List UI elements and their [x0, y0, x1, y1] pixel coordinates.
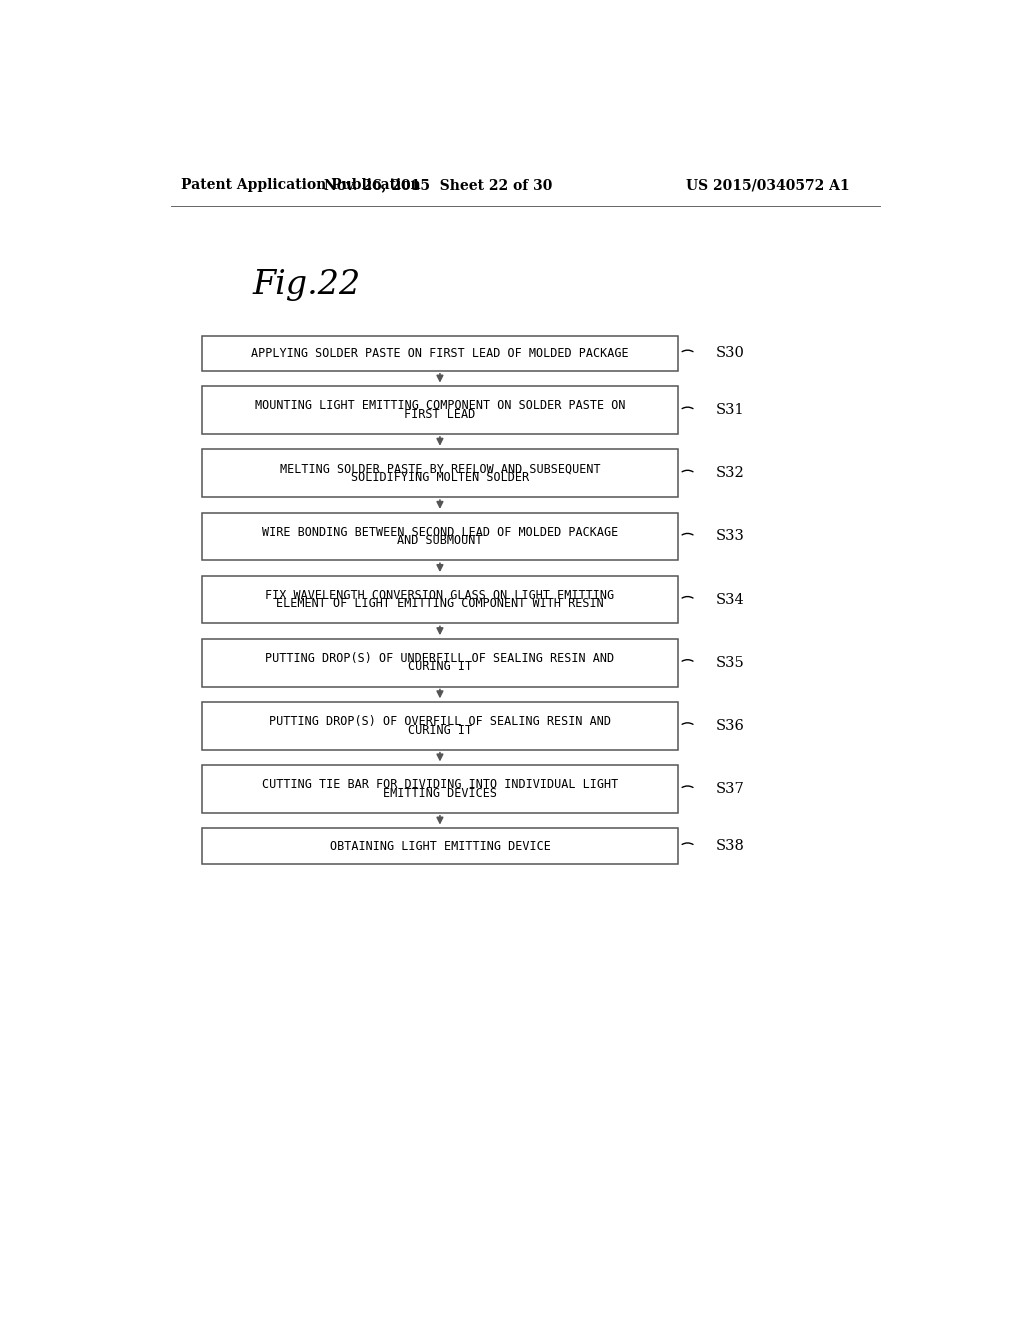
Text: MELTING SOLDER PASTE BY REFLOW AND SUBSEQUENT: MELTING SOLDER PASTE BY REFLOW AND SUBSE… — [280, 462, 600, 475]
Text: S38: S38 — [716, 840, 744, 853]
Bar — [202, 639, 678, 686]
Text: EMITTING DEVICES: EMITTING DEVICES — [383, 787, 497, 800]
Text: Fig.22: Fig.22 — [252, 269, 360, 301]
Bar — [202, 576, 678, 623]
Text: S31: S31 — [716, 403, 744, 417]
Text: PUTTING DROP(S) OF OVERFILL OF SEALING RESIN AND: PUTTING DROP(S) OF OVERFILL OF SEALING R… — [269, 715, 611, 729]
Text: FIRST LEAD: FIRST LEAD — [404, 408, 475, 421]
Text: PUTTING DROP(S) OF UNDERFILL OF SEALING RESIN AND: PUTTING DROP(S) OF UNDERFILL OF SEALING … — [265, 652, 614, 665]
Text: S32: S32 — [716, 466, 744, 480]
Text: CURING IT: CURING IT — [408, 723, 472, 737]
Text: Patent Application Publication: Patent Application Publication — [180, 178, 420, 193]
Text: S35: S35 — [716, 656, 744, 669]
Text: S36: S36 — [716, 719, 744, 733]
Text: Nov. 26, 2015  Sheet 22 of 30: Nov. 26, 2015 Sheet 22 of 30 — [324, 178, 552, 193]
Text: WIRE BONDING BETWEEN SECOND LEAD OF MOLDED PACKAGE: WIRE BONDING BETWEEN SECOND LEAD OF MOLD… — [262, 525, 618, 539]
Text: S37: S37 — [716, 781, 744, 796]
Bar — [202, 766, 678, 813]
Text: S34: S34 — [716, 593, 744, 607]
Text: SOLIDIFYING MOLTEN SOLDER: SOLIDIFYING MOLTEN SOLDER — [351, 471, 529, 484]
Text: APPLYING SOLDER PASTE ON FIRST LEAD OF MOLDED PACKAGE: APPLYING SOLDER PASTE ON FIRST LEAD OF M… — [251, 347, 629, 360]
Bar — [202, 335, 678, 371]
Text: FIX WAVELENGTH CONVERSION GLASS ON LIGHT EMITTING: FIX WAVELENGTH CONVERSION GLASS ON LIGHT… — [265, 589, 614, 602]
Text: OBTAINING LIGHT EMITTING DEVICE: OBTAINING LIGHT EMITTING DEVICE — [330, 840, 550, 853]
Text: CUTTING TIE BAR FOR DIVIDING INTO INDIVIDUAL LIGHT: CUTTING TIE BAR FOR DIVIDING INTO INDIVI… — [262, 779, 618, 791]
Text: S30: S30 — [716, 346, 744, 360]
Text: AND SUBMOUNT: AND SUBMOUNT — [397, 535, 482, 548]
Text: MOUNTING LIGHT EMITTING COMPONENT ON SOLDER PASTE ON: MOUNTING LIGHT EMITTING COMPONENT ON SOL… — [255, 400, 626, 412]
Text: ELEMENT OF LIGHT EMITTING COMPONENT WITH RESIN: ELEMENT OF LIGHT EMITTING COMPONENT WITH… — [276, 598, 604, 610]
Bar — [202, 829, 678, 863]
Bar — [202, 449, 678, 498]
Text: S33: S33 — [716, 529, 744, 544]
Bar — [202, 702, 678, 750]
Bar — [202, 512, 678, 561]
Text: CURING IT: CURING IT — [408, 660, 472, 673]
Bar — [202, 387, 678, 434]
Text: US 2015/0340572 A1: US 2015/0340572 A1 — [686, 178, 850, 193]
